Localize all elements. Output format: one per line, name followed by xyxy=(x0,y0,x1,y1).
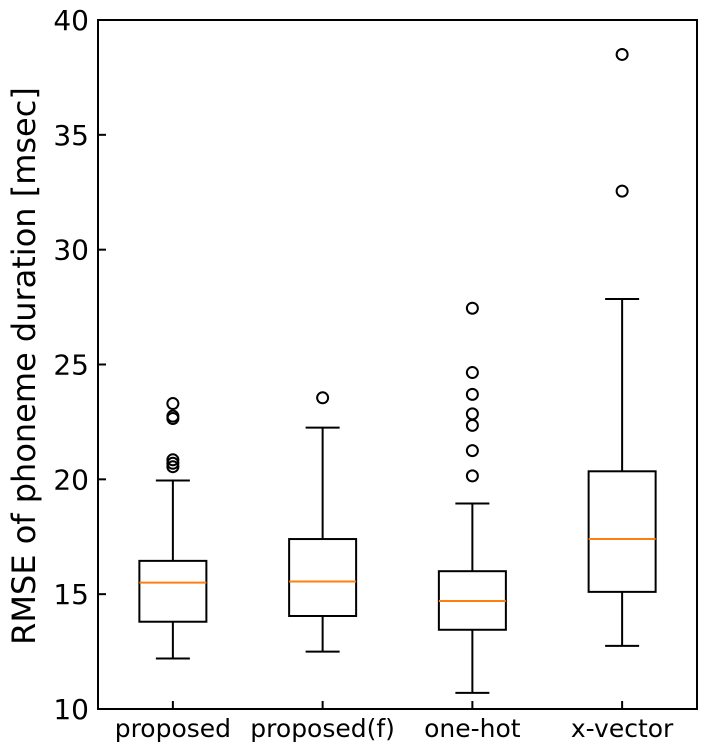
y-tick-label: 10 xyxy=(53,693,89,726)
iqr-box xyxy=(138,559,208,623)
y-tick-label: 20 xyxy=(53,463,89,496)
outlier-point xyxy=(465,301,479,315)
x-tick-label: x-vector xyxy=(571,714,674,743)
outlier-point xyxy=(615,47,629,61)
x-tick-label: proposed xyxy=(115,714,231,743)
iqr-box xyxy=(587,470,657,593)
x-tick-label: one-hot xyxy=(424,714,521,743)
outlier-point xyxy=(465,366,479,380)
y-tick-label: 30 xyxy=(53,234,89,267)
outlier-point xyxy=(465,418,479,432)
iqr-box xyxy=(288,538,358,617)
outlier-point xyxy=(465,444,479,458)
y-axis-label: RMSE of phoneme duration [msec] xyxy=(5,87,43,645)
y-tick-label: 40 xyxy=(53,4,89,37)
plot-area: 10 15 20 25 30 35 40 proposed proposed(f) one-hot… xyxy=(53,4,698,743)
outlier-point xyxy=(615,184,629,198)
outlier-point xyxy=(166,453,180,467)
outlier-point xyxy=(465,407,479,421)
outlier-point xyxy=(316,391,330,405)
y-tick-label: 15 xyxy=(53,578,89,611)
outlier-point xyxy=(465,387,479,401)
outlier-point xyxy=(465,469,479,483)
x-tick-label: proposed(f) xyxy=(250,714,395,743)
y-tick-label: 35 xyxy=(53,119,89,152)
y-tick-label: 25 xyxy=(53,349,89,382)
outlier-point xyxy=(166,409,180,423)
outlier-point xyxy=(166,397,180,411)
